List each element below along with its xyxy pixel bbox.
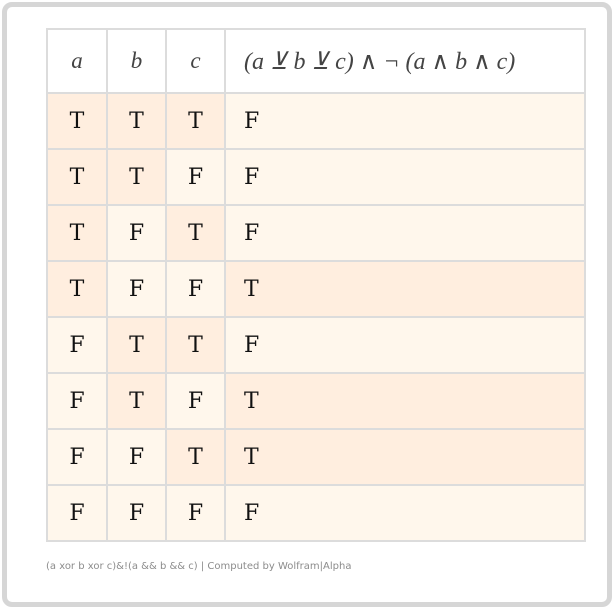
cell-result: F bbox=[224, 204, 586, 262]
header-c: c bbox=[165, 28, 226, 94]
cell-b: F bbox=[106, 260, 167, 318]
cell-b: F bbox=[106, 428, 167, 486]
cell-c: F bbox=[165, 148, 226, 206]
cell-a: T bbox=[46, 92, 108, 150]
cell-c: F bbox=[165, 372, 226, 430]
header-expression: (a ⊻ b ⊻ c) ∧ ¬ (a ∧ b ∧ c) bbox=[224, 28, 586, 94]
cell-c: T bbox=[165, 428, 226, 486]
cell-a: T bbox=[46, 260, 108, 318]
cell-c: T bbox=[165, 204, 226, 262]
cell-c: F bbox=[165, 260, 226, 318]
cell-a: F bbox=[46, 316, 108, 374]
cell-result: F bbox=[224, 484, 586, 542]
cell-result: F bbox=[224, 148, 586, 206]
header-b: b bbox=[106, 28, 167, 94]
cell-result: T bbox=[224, 372, 586, 430]
footer-caption: (a xor b xor c)&!(a && b && c) | Compute… bbox=[46, 561, 352, 572]
cell-b: F bbox=[106, 204, 167, 262]
cell-result: F bbox=[224, 92, 586, 150]
cell-b: T bbox=[106, 148, 167, 206]
cell-c: F bbox=[165, 484, 226, 542]
header-a: a bbox=[46, 28, 108, 94]
cell-b: T bbox=[106, 372, 167, 430]
cell-a: F bbox=[46, 484, 108, 542]
cell-a: T bbox=[46, 204, 108, 262]
header-row: a b c (a ⊻ b ⊻ c) ∧ ¬ (a ∧ b ∧ c) bbox=[46, 28, 586, 94]
cell-a: F bbox=[46, 428, 108, 486]
cell-c: T bbox=[165, 316, 226, 374]
cell-a: T bbox=[46, 148, 108, 206]
cell-result: F bbox=[224, 316, 586, 374]
cell-b: F bbox=[106, 484, 167, 542]
cell-b: T bbox=[106, 316, 167, 374]
cell-a: F bbox=[46, 372, 108, 430]
cell-b: T bbox=[106, 92, 167, 150]
cell-result: T bbox=[224, 428, 586, 486]
cell-result: T bbox=[224, 260, 586, 318]
cell-c: T bbox=[165, 92, 226, 150]
